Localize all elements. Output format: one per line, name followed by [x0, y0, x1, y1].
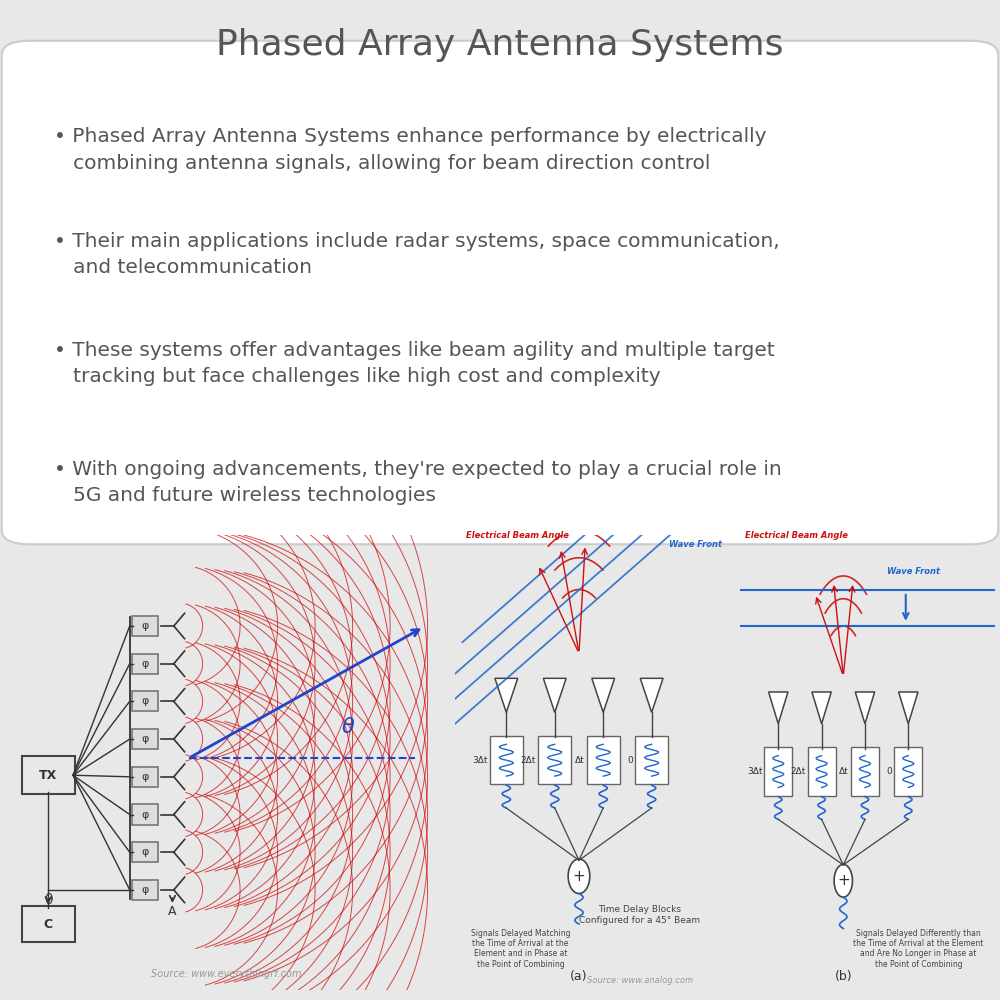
Polygon shape	[543, 678, 566, 712]
Text: Δt: Δt	[839, 767, 849, 776]
Text: φ: φ	[141, 810, 149, 820]
FancyBboxPatch shape	[132, 616, 158, 636]
Text: φ: φ	[141, 659, 149, 669]
Text: φ: φ	[141, 621, 149, 631]
Text: Wave Front: Wave Front	[669, 540, 722, 549]
Text: φ: φ	[141, 772, 149, 782]
FancyBboxPatch shape	[22, 906, 75, 942]
Text: (a): (a)	[570, 970, 588, 983]
FancyBboxPatch shape	[587, 736, 620, 784]
FancyBboxPatch shape	[132, 691, 158, 711]
FancyBboxPatch shape	[764, 747, 792, 796]
Text: C: C	[44, 918, 53, 931]
FancyBboxPatch shape	[2, 41, 998, 544]
FancyBboxPatch shape	[22, 756, 75, 794]
Text: • Their main applications include radar systems, space communication,
   and tel: • Their main applications include radar …	[54, 232, 779, 277]
Text: +: +	[573, 869, 585, 884]
Text: θ: θ	[44, 893, 52, 907]
Text: θ: θ	[341, 717, 354, 737]
Text: Electrical Beam Angle: Electrical Beam Angle	[466, 530, 569, 540]
FancyBboxPatch shape	[538, 736, 571, 784]
Polygon shape	[812, 692, 831, 724]
FancyBboxPatch shape	[132, 880, 158, 900]
Text: Wave Front: Wave Front	[887, 567, 940, 576]
Text: φ: φ	[141, 885, 149, 895]
Text: 3Δt: 3Δt	[472, 756, 488, 765]
Text: φ: φ	[141, 847, 149, 857]
Polygon shape	[855, 692, 875, 724]
Text: Source: www.analog.com: Source: www.analog.com	[587, 976, 693, 985]
Polygon shape	[495, 678, 518, 712]
FancyBboxPatch shape	[132, 767, 158, 787]
Text: Signals Delayed Matching
the Time of Arrival at the
Element and in Phase at
the : Signals Delayed Matching the Time of Arr…	[471, 929, 570, 969]
Text: Source: www.everythingrf.com: Source: www.everythingrf.com	[151, 969, 301, 979]
Text: φ: φ	[141, 734, 149, 744]
Text: φ: φ	[141, 696, 149, 706]
Text: Δt: Δt	[575, 756, 585, 765]
FancyBboxPatch shape	[808, 747, 836, 796]
FancyBboxPatch shape	[490, 736, 523, 784]
Polygon shape	[899, 692, 918, 724]
Text: Phased Array Antenna Systems: Phased Array Antenna Systems	[216, 28, 784, 62]
Text: • With ongoing advancements, they're expected to play a crucial role in
   5G an: • With ongoing advancements, they're exp…	[54, 460, 781, 505]
FancyBboxPatch shape	[132, 804, 158, 825]
Text: • Phased Array Antenna Systems enhance performance by electrically
   combining : • Phased Array Antenna Systems enhance p…	[54, 127, 766, 173]
Text: +: +	[837, 873, 850, 888]
Circle shape	[834, 864, 852, 897]
Polygon shape	[640, 678, 663, 712]
Text: Signals Delayed Differently than
the Time of Arrival at the Element
and Are No L: Signals Delayed Differently than the Tim…	[853, 929, 984, 969]
Text: Electrical Beam Angle: Electrical Beam Angle	[745, 530, 848, 540]
Polygon shape	[769, 692, 788, 724]
FancyBboxPatch shape	[132, 842, 158, 862]
Text: (b): (b)	[834, 970, 852, 983]
Text: A: A	[168, 905, 177, 918]
Text: 0: 0	[627, 756, 633, 765]
Text: • These systems offer advantages like beam agility and multiple target
   tracki: • These systems offer advantages like be…	[54, 341, 774, 386]
FancyBboxPatch shape	[635, 736, 668, 784]
Text: TX: TX	[39, 769, 57, 782]
Polygon shape	[592, 678, 615, 712]
FancyBboxPatch shape	[132, 729, 158, 749]
Text: Time Delay Blocks
Configured for a 45° Beam: Time Delay Blocks Configured for a 45° B…	[579, 905, 701, 925]
FancyBboxPatch shape	[894, 747, 922, 796]
Text: 2Δt: 2Δt	[521, 756, 536, 765]
Text: 3Δt: 3Δt	[747, 767, 762, 776]
Circle shape	[568, 859, 590, 894]
FancyBboxPatch shape	[132, 654, 158, 674]
Text: 2Δt: 2Δt	[790, 767, 806, 776]
FancyBboxPatch shape	[851, 747, 879, 796]
Text: 0: 0	[887, 767, 892, 776]
